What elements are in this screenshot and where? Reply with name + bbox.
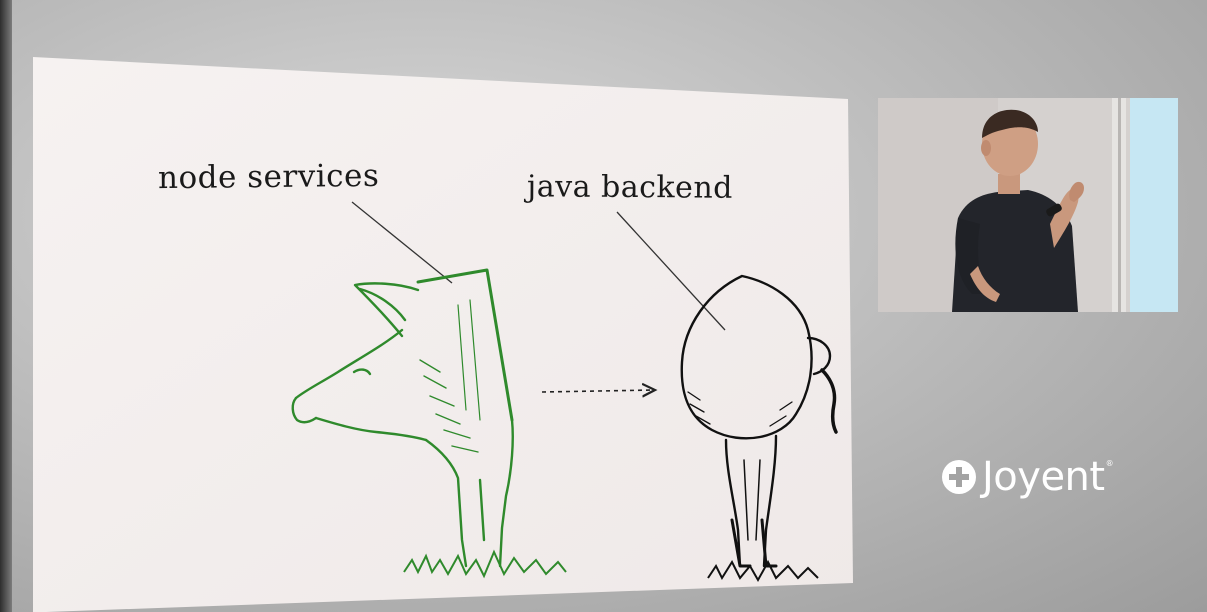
java-leader-line: [616, 211, 726, 331]
dashed-arrow: [541, 390, 655, 392]
brand-trademark: ®: [1105, 459, 1114, 468]
speaker-video-inset: [878, 98, 1178, 312]
joyent-logo: Joyent ®: [940, 453, 1114, 501]
black-grass: [707, 559, 819, 583]
node-services-label: node services: [157, 157, 380, 197]
green-grass: [403, 549, 567, 579]
node-leader-line: [351, 201, 453, 284]
green-pig-illustration: [291, 268, 514, 568]
black-pig-illustration: [680, 274, 838, 568]
brand-name: Joyent: [982, 454, 1105, 500]
slide-surface: [33, 57, 853, 612]
speaker-photo: [878, 98, 1178, 312]
plus-circle-icon: [942, 460, 976, 494]
left-edge: [0, 0, 12, 612]
java-backend-label: java backend: [526, 169, 734, 206]
